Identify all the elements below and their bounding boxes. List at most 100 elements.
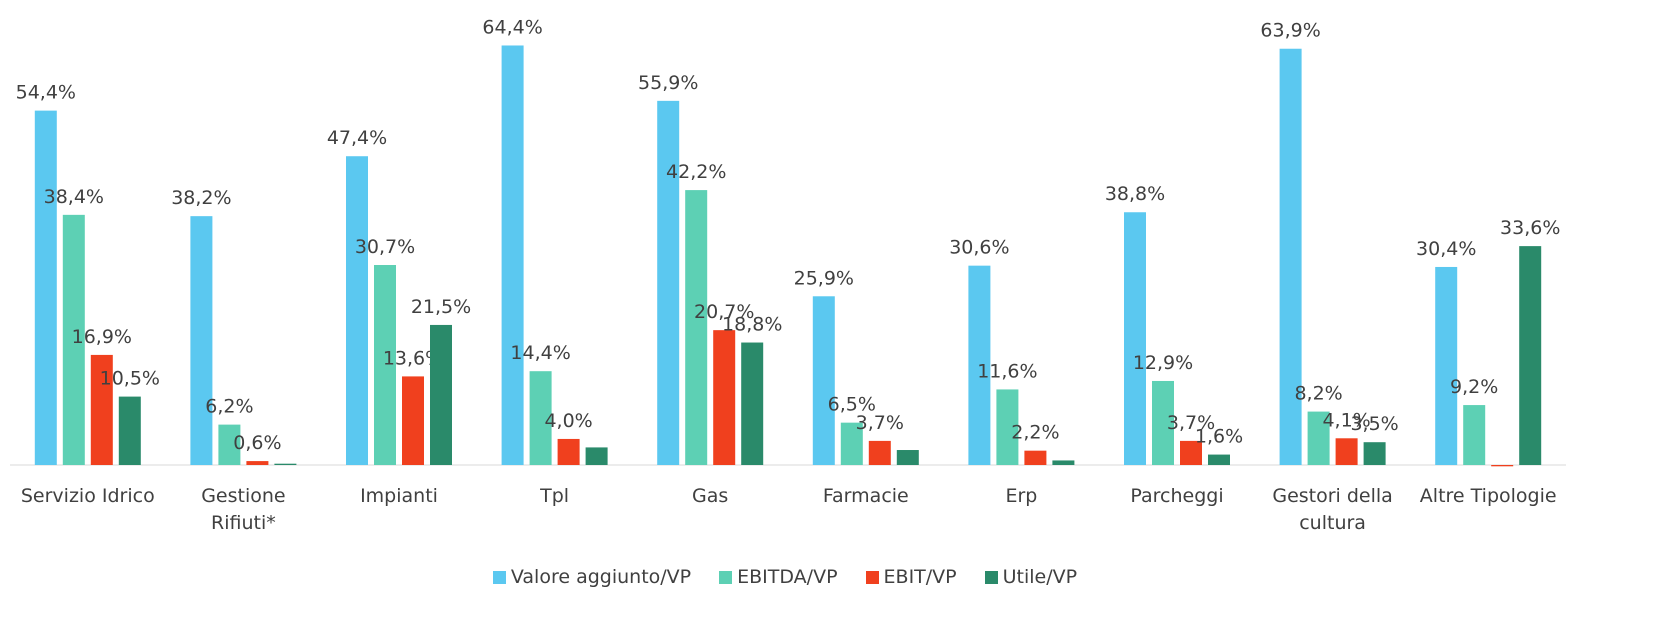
bar [529,371,552,465]
x-tick-label: Tpl [540,485,570,507]
bar [274,463,297,465]
bar [1279,48,1302,465]
value-label: 9,2% [1450,376,1498,398]
bar [657,100,680,465]
bar [190,216,213,465]
bar [1152,380,1174,465]
bar [218,424,241,465]
value-label: 38,2% [171,187,231,209]
value-label: 1,6% [1195,426,1243,448]
bar [741,342,764,465]
bar [374,265,396,465]
value-label: 3,5% [1350,413,1398,435]
value-label: 3,7% [1167,412,1215,434]
bar [402,376,424,465]
bar [1519,246,1542,465]
legend-label: Utile/VP [1002,566,1078,588]
value-label: 63,9% [1260,20,1320,42]
bar [1363,442,1386,465]
bar [1491,465,1514,467]
x-tick-label: Impianti [360,485,438,507]
legend-swatch [865,570,879,584]
value-label: 25,9% [794,267,854,289]
bar [1307,411,1330,465]
legend-label: Valore aggiunto/VP [510,566,692,588]
value-label: 30,4% [1416,238,1476,260]
legend-item: Valore aggiunto/VP [492,566,692,588]
x-tick-label: Erp [1005,485,1038,507]
bar [968,265,991,465]
x-tick-label: Gestione Rifiuti* [201,485,286,534]
legend-label: EBIT/VP [883,566,957,588]
bar [1052,460,1075,465]
value-label: 55,9% [638,72,698,94]
value-label: 8,2% [1294,383,1342,405]
value-label: 12,9% [1133,352,1193,374]
bar [812,296,835,465]
bar [685,190,708,465]
bar [1024,450,1047,465]
value-label: 54,4% [16,82,76,104]
value-label: 38,4% [44,186,104,208]
bar [118,396,141,465]
legend-swatch [984,570,998,584]
legend-swatch [719,570,733,584]
bar [557,438,580,465]
bar [840,422,863,465]
value-label: 0,6% [233,432,281,454]
bar [1435,266,1458,465]
legend-item: Utile/VP [984,566,1078,588]
bar [1463,405,1486,465]
bar [62,214,85,465]
bar [868,440,891,465]
value-label: 14,4% [510,342,570,364]
value-label: 47,4% [327,127,387,149]
bar [713,330,736,465]
value-label: 30,7% [355,236,415,258]
bar [246,461,269,465]
value-label: 2,2% [1011,422,1059,444]
bar [896,450,919,465]
bar [501,45,524,465]
x-tick-label: Gestori della cultura [1272,485,1393,534]
x-tick-label: Parcheggi [1130,485,1224,507]
x-tick-label: Servizio Idrico [20,485,155,507]
value-label: 13,6% [383,347,443,369]
value-label: 6,5% [828,394,876,416]
value-label: 18,8% [722,314,782,336]
value-label: 10,5% [100,368,160,390]
bar [1335,438,1358,465]
value-label: 16,9% [72,326,132,348]
value-label: 4,0% [544,410,592,432]
value-label: 20,7% [694,301,754,323]
bar [430,324,452,465]
x-tick-label: Altre Tipologie [1419,485,1557,507]
value-label: 4,1% [1322,409,1370,431]
legend: Valore aggiunto/VP EBITDA/VP EBIT/VP Utile/… [0,566,1570,588]
x-tick-label: Gas [692,485,729,507]
value-label: 11,6% [977,360,1037,382]
bar [346,156,368,466]
bar [585,447,608,465]
bar [1180,440,1202,465]
legend-item: EBIT/VP [865,566,957,588]
value-label: 6,2% [205,396,253,418]
bar [1124,212,1146,465]
bar [90,354,113,465]
value-label: 3,7% [856,412,904,434]
bar [996,389,1019,465]
value-label: 42,2% [666,161,726,183]
value-label: 33,6% [1500,217,1560,239]
bar [1208,454,1230,465]
legend-swatch [492,570,506,584]
legend-item: EBITDA/VP [719,566,838,588]
legend-label: EBITDA/VP [737,566,838,588]
value-label: 21,5% [411,296,471,318]
value-label: 30,6% [949,237,1009,259]
value-label: 64,4% [482,16,542,38]
x-tick-label: Farmacie [822,485,909,507]
bar [34,110,57,465]
value-label: 38,8% [1105,183,1165,205]
